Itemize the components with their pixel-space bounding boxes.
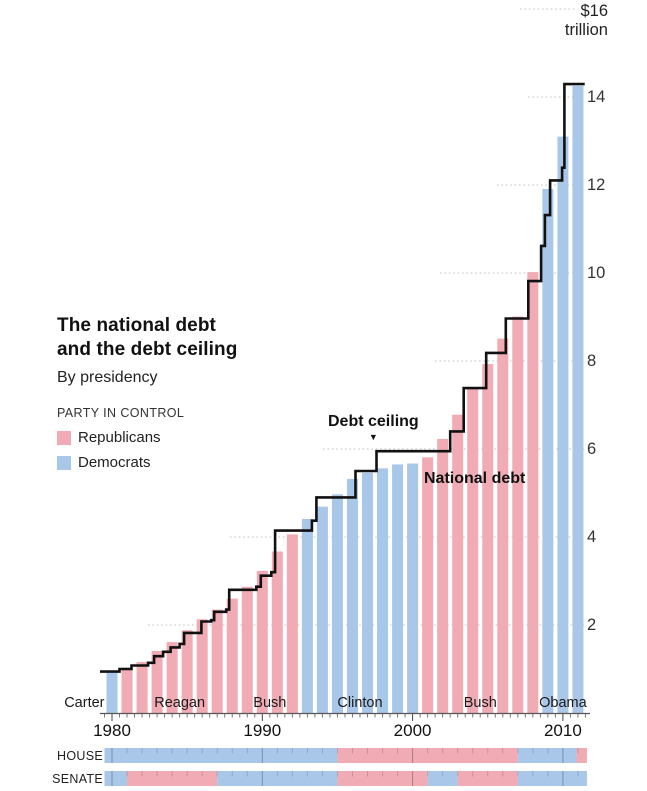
senate-segment-R-1981 bbox=[127, 771, 218, 786]
bar-1987 bbox=[211, 609, 223, 713]
y-axis-top-label: $16 trillion bbox=[518, 2, 608, 40]
x-tick-label-2010: 2010 bbox=[543, 721, 582, 740]
legend: PARTY IN CONTROL Republicans Democrats bbox=[57, 406, 184, 479]
bar-2003 bbox=[452, 414, 464, 713]
bar-2010 bbox=[557, 136, 569, 714]
chart-subtitle: By presidency bbox=[57, 369, 158, 386]
y-tick-label-14: 14 bbox=[587, 88, 606, 106]
bar-2000 bbox=[407, 463, 419, 713]
legend-item-republicans: Republicans bbox=[57, 429, 184, 446]
bar-1986 bbox=[196, 619, 208, 713]
bar-1983 bbox=[151, 650, 163, 713]
senate-segment-R-1995 bbox=[337, 771, 428, 786]
debt-ceiling-label: Debt ceiling bbox=[328, 413, 419, 430]
president-label-bush-2001: Bush bbox=[463, 695, 497, 711]
bar-1982 bbox=[136, 661, 148, 713]
president-label-reagan-1981: Reagan bbox=[154, 695, 206, 711]
bar-2011 bbox=[572, 86, 584, 713]
bar-1988 bbox=[226, 598, 238, 713]
senate-row-label: SENATE bbox=[52, 772, 103, 786]
x-tick-label-1990: 1990 bbox=[243, 721, 282, 740]
bar-1990 bbox=[256, 570, 268, 713]
senate-segment-R-2003 bbox=[457, 771, 518, 786]
house-segment-D-2007 bbox=[517, 748, 577, 763]
senate-segment-D-1987 bbox=[217, 771, 338, 786]
title-line-2: and the debt ceiling bbox=[57, 339, 238, 360]
bar-1985 bbox=[181, 630, 193, 713]
bar-2009 bbox=[542, 188, 554, 713]
president-label-obama-2009: Obama bbox=[539, 695, 587, 711]
title-line-1: The national debt bbox=[57, 315, 216, 336]
house-segment-R-1995 bbox=[337, 748, 518, 763]
bar-1989 bbox=[241, 586, 253, 713]
legend-label-democrats: Democrats bbox=[78, 454, 151, 471]
house-row-label: HOUSE bbox=[57, 749, 103, 763]
y-tick-label-12: 12 bbox=[587, 176, 606, 194]
y-tick-label-4: 4 bbox=[587, 528, 597, 546]
y-axis-top-unit: trillion bbox=[564, 21, 608, 39]
bar-1992 bbox=[286, 534, 298, 713]
bar-1993 bbox=[301, 518, 313, 713]
bar-2004 bbox=[467, 388, 479, 713]
bar-1981 bbox=[121, 667, 133, 713]
bar-1980 bbox=[106, 672, 118, 713]
president-label-carter: Carter bbox=[64, 695, 105, 711]
debt-ceiling-annotation: Debt ceiling ▼ bbox=[328, 413, 419, 442]
president-label-bush-1989: Bush bbox=[253, 695, 287, 711]
bar-1996 bbox=[346, 478, 358, 713]
bar-1997 bbox=[362, 472, 374, 713]
legend-heading: PARTY IN CONTROL bbox=[57, 406, 185, 420]
house-segment-R-2010.9 bbox=[576, 748, 587, 763]
y-tick-label-8: 8 bbox=[587, 352, 597, 370]
bar-1998 bbox=[377, 468, 389, 713]
bar-1991 bbox=[271, 551, 283, 713]
debt-ceiling-line bbox=[100, 82, 585, 673]
bar-1994 bbox=[316, 506, 328, 713]
bar-2002 bbox=[437, 438, 449, 713]
y-tick-label-10: 10 bbox=[587, 264, 606, 282]
bar-1999 bbox=[392, 464, 404, 713]
senate-segment-D-2001 bbox=[427, 771, 458, 786]
democrat-swatch-icon bbox=[57, 455, 71, 470]
senate-segment-D-2007 bbox=[517, 771, 587, 786]
x-tick-label-2000: 2000 bbox=[393, 721, 432, 740]
bar-1995 bbox=[331, 494, 343, 713]
chart-title-block: The national debt and the debt ceiling B… bbox=[57, 314, 237, 387]
down-pointer-icon: ▼ bbox=[368, 432, 378, 442]
bar-2006 bbox=[497, 338, 509, 713]
y-tick-label-2: 2 bbox=[587, 616, 597, 634]
x-tick-label-1980: 1980 bbox=[93, 721, 131, 740]
house-segment-D-1979.5 bbox=[104, 748, 338, 763]
national-debt-label: National debt bbox=[424, 470, 526, 487]
y-tick-label-6: 6 bbox=[587, 440, 597, 458]
bar-2008 bbox=[527, 272, 539, 713]
bar-2001 bbox=[422, 457, 434, 713]
legend-label-republicans: Republicans bbox=[78, 429, 161, 446]
senate-segment-D-1979.5 bbox=[104, 771, 128, 786]
president-label-clinton-1993: Clinton bbox=[337, 695, 383, 711]
bar-1984 bbox=[166, 642, 178, 713]
bar-2007 bbox=[512, 316, 524, 713]
bar-2005 bbox=[482, 364, 494, 713]
y-axis-top-value: $16 bbox=[580, 2, 608, 20]
republican-swatch-icon bbox=[57, 430, 71, 445]
legend-item-democrats: Democrats bbox=[57, 454, 184, 471]
